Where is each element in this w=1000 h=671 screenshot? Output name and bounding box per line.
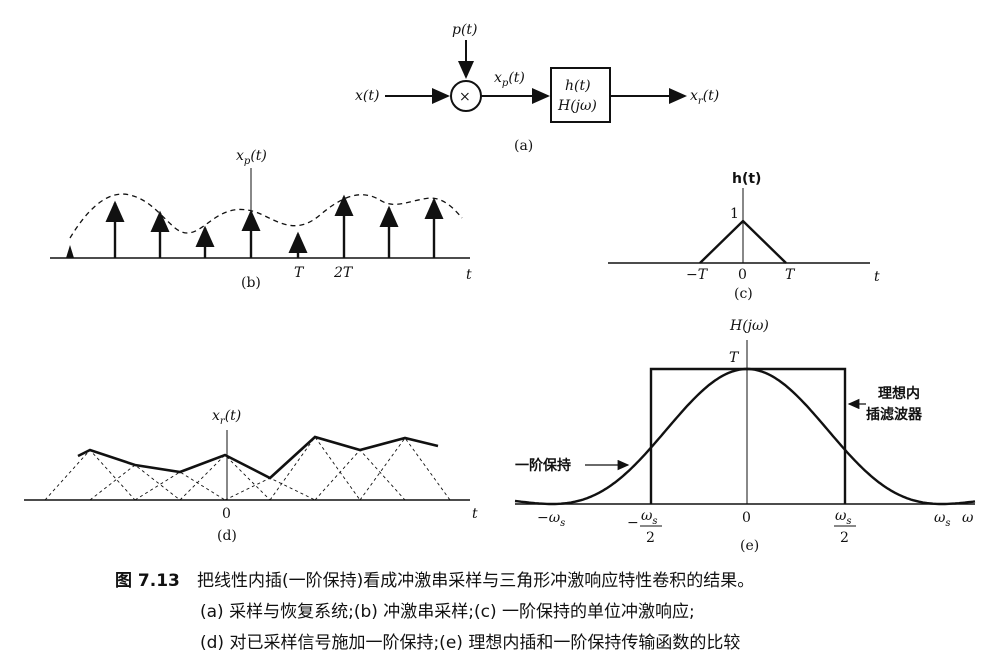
filter-block (550, 67, 611, 123)
panel-c-tick-T: T (785, 267, 796, 283)
caption-line-2: (a) 采样与恢复系统;(b) 冲激串采样;(c) 一阶保持的单位冲激响应; (200, 602, 695, 622)
sampled-signal-label: xp(t) (494, 70, 525, 89)
figure: x(t) p(t) × xp(t) h(t) H(jω) xr(t) (a) x… (24, 22, 976, 554)
filter-frequency-response-label: H(jω) (557, 98, 597, 114)
panel-c-tick-negT: −T (686, 267, 709, 283)
figure-caption: 图 7.13 把线性内插(一阶保持)看成冲激串采样与三角形冲激响应特性卷积的结果。… (115, 566, 975, 659)
panel-c-tick-0: 0 (738, 267, 747, 283)
svg-text:ωs: ωs (835, 508, 852, 527)
panel-b-tick-T: T (294, 265, 305, 281)
caption-line-1: 图 7.13 把线性内插(一阶保持)看成冲激串采样与三角形冲激响应特性卷积的结果。 (115, 566, 975, 597)
output-signal-label: xr(t) (690, 88, 719, 107)
panel-c-y-label: h(t) (732, 171, 761, 187)
panel-e-foh-label: 一阶保持 (515, 457, 571, 474)
input-signal-label: x(t) (355, 88, 379, 104)
panel-b-x-label: t (466, 267, 472, 283)
panel-d-x-label: t (472, 506, 478, 522)
multiplier-symbol: × (459, 89, 471, 105)
panel-e-transfer-functions: H(jω) T −ωs − ωs 2 0 ωs 2 ωs ω 理想内 插滤波器 … (514, 318, 976, 554)
panel-b-envelope (69, 193, 463, 239)
filter-impulse-response-label: h(t) (565, 78, 591, 94)
caption-line-3: (d) 对已采样信号施加一阶保持;(e) 理想内插和一阶保持传输函数的比较 (200, 633, 741, 653)
panel-b-caption: (b) (241, 275, 261, 291)
panel-c-impulse-response: h(t) 1 −T 0 T t (c) (608, 171, 880, 302)
caption-number: 图 7.13 (115, 571, 180, 591)
panel-e-x-label: ω (962, 510, 974, 526)
panel-e-ideal-filter (649, 367, 847, 504)
panel-c-triangle (699, 219, 787, 264)
panel-e-tick-ws: ωs (934, 510, 951, 529)
panel-e-first-order-hold-response (514, 367, 976, 506)
panel-c-x-label: t (874, 269, 880, 285)
panel-e-tick-neg-half-ws: − ωs 2 (627, 508, 662, 546)
panel-b-partial-impulse (66, 245, 74, 258)
panel-a-block-diagram: x(t) p(t) × xp(t) h(t) H(jω) xr(t) (a) (355, 22, 719, 154)
panel-d-interpolation: xr(t) 0 t (d) (24, 408, 478, 544)
panel-e-peak-label: T (729, 350, 740, 366)
panel-e-ideal-filter-label-line2: 插滤波器 (866, 406, 923, 423)
panel-e-tick-half-ws: ωs 2 (834, 508, 856, 546)
panel-d-caption: (d) (217, 528, 237, 544)
panel-a-caption: (a) (514, 138, 533, 154)
svg-text:−: − (627, 515, 639, 531)
panel-b-impulse-sampling: xp(t) T 2T t (b) (50, 148, 472, 291)
panel-c-caption: (c) (734, 286, 753, 302)
panel-e-tick-0: 0 (742, 510, 751, 526)
caption-title: 把线性内插(一阶保持)看成冲激串采样与三角形冲激响应特性卷积的结果。 (197, 571, 755, 591)
panel-b-impulses (105, 194, 444, 258)
panel-d-y-label: xr(t) (212, 408, 241, 427)
panel-e-ideal-filter-label-line1: 理想内 (878, 385, 920, 402)
panel-e-tick-neg-ws: −ωs (537, 510, 565, 529)
panel-d-triangles (44, 436, 451, 501)
panel-d-interpolated-signal (77, 435, 439, 480)
panel-b-tick-2T: 2T (333, 265, 354, 281)
svg-text:ωs: ωs (641, 508, 658, 527)
svg-text:2: 2 (840, 530, 849, 546)
svg-text:2: 2 (646, 530, 655, 546)
carrier-label: p(t) (452, 22, 478, 38)
panel-e-y-label: H(jω) (729, 318, 769, 334)
panel-d-tick-0: 0 (222, 506, 231, 522)
panel-c-peak-label: 1 (730, 206, 739, 222)
panel-e-caption: (e) (740, 538, 759, 554)
panel-b-y-label: xp(t) (236, 148, 267, 167)
